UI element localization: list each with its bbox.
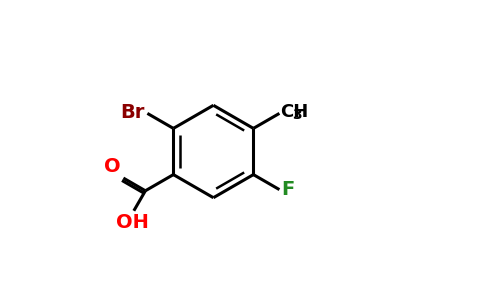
Text: OH: OH	[116, 213, 149, 232]
Text: Br: Br	[121, 103, 145, 122]
Text: 3: 3	[293, 108, 302, 122]
Text: CH: CH	[281, 103, 309, 121]
Text: O: O	[105, 157, 121, 176]
Text: F: F	[282, 180, 295, 199]
